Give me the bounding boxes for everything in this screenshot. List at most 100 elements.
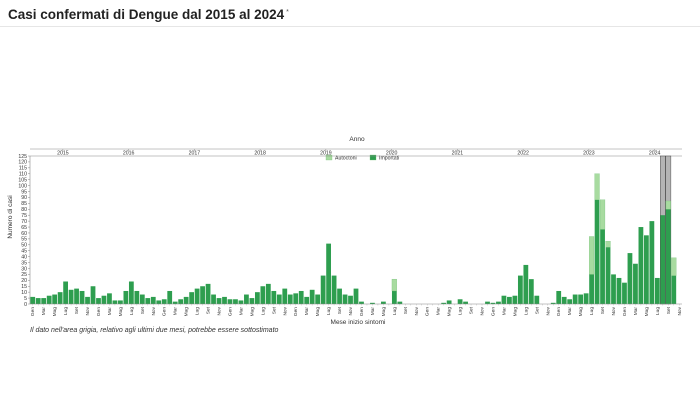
x-tick-label: Set <box>206 306 212 314</box>
bar-importati <box>123 290 129 304</box>
legend-swatch <box>369 154 377 161</box>
bar-importati <box>397 301 403 304</box>
x-tick-label: Lug <box>326 307 332 315</box>
x-tick-label: Nov <box>151 306 157 315</box>
bar-importati <box>101 295 107 304</box>
x-tick-label: Mag <box>447 307 453 317</box>
bar-importati <box>578 294 584 304</box>
bar-autoctoni <box>605 241 611 248</box>
bar-importati <box>254 292 260 304</box>
bar-importati <box>572 294 578 304</box>
x-tick-label: Set <box>534 306 540 314</box>
bar-importati <box>583 293 589 304</box>
y-tick-label: 105 <box>18 177 27 183</box>
x-tick-label: Nov <box>282 306 288 315</box>
x-tick-label: Mag <box>184 307 190 317</box>
y-tick-label: 55 <box>21 237 27 243</box>
y-tick-label: 25 <box>21 272 27 278</box>
x-tick-label: Set <box>337 306 343 314</box>
bar-importati <box>211 294 216 304</box>
bar-importati <box>265 283 271 304</box>
bar-importati <box>353 288 359 304</box>
x-tick-label: Mag <box>578 307 584 317</box>
x-tick-label: Gen <box>359 307 365 316</box>
bar-importati <box>660 215 666 304</box>
y-tick-label: 20 <box>21 278 27 284</box>
y-axis-title: Numero di casi <box>7 195 14 238</box>
bar-importati <box>370 302 375 304</box>
x-tick-label: Lug <box>655 307 661 315</box>
bar-importati <box>287 294 293 304</box>
bar-importati <box>485 301 490 304</box>
bar-importati <box>627 253 633 304</box>
top-axis-label: 2018 <box>254 151 266 157</box>
y-tick-label: 30 <box>21 266 27 272</box>
x-tick-label: Gen <box>425 307 431 316</box>
top-axis-label: 2017 <box>189 151 201 157</box>
bar-importati <box>616 277 622 304</box>
bar-importati <box>441 302 447 304</box>
top-axis-label: 2024 <box>649 151 661 157</box>
x-tick-label: Set <box>74 306 80 314</box>
x-tick-label: Lug <box>129 307 135 315</box>
bar-importati <box>649 221 655 304</box>
bar-importati <box>139 294 145 304</box>
y-tick-label: 0 <box>24 302 27 308</box>
bar-importati <box>561 296 567 304</box>
y-tick-label: 60 <box>21 231 27 237</box>
y-tick-label: 65 <box>21 225 27 231</box>
y-tick-label: 35 <box>21 260 27 266</box>
bar-importati <box>244 294 249 304</box>
bar-importati <box>216 298 222 304</box>
bar-importati <box>611 274 616 304</box>
x-tick-label: Mar <box>41 307 47 316</box>
y-tick-label: 120 <box>18 160 27 166</box>
bar-importati <box>622 282 627 304</box>
x-tick-label: Nov <box>480 306 486 315</box>
x-axis: Gen Mar Mag Lug Set Nov Gen Mar Mag Lug Set Nov Gen M… <box>30 303 683 317</box>
x-tick-label: Mar <box>370 307 376 316</box>
x-tick-label: Lug <box>523 307 529 315</box>
bar-importati <box>638 227 644 304</box>
bar-importati <box>107 293 112 304</box>
bar-importati <box>134 290 140 304</box>
bar-importati <box>381 301 386 304</box>
bar-importati <box>183 296 189 304</box>
bar-importati <box>567 299 573 304</box>
bar-autoctoni <box>391 278 397 292</box>
bar-importati <box>282 288 288 304</box>
bar-autoctoni <box>594 173 600 200</box>
bar-importati <box>271 290 277 304</box>
x-tick-label: Lug <box>589 307 595 315</box>
bar-importati <box>74 288 79 304</box>
bar-importati <box>178 299 184 304</box>
bar-importati <box>523 264 529 304</box>
bar-importati <box>528 279 534 304</box>
x-tick-label: Mar <box>107 307 113 316</box>
bar-importati <box>331 275 337 304</box>
x-tick-label: Set <box>140 306 146 314</box>
bar-importati <box>222 296 227 304</box>
bar-importati <box>298 290 304 304</box>
bar-importati <box>337 288 342 304</box>
top-axis-label: 2016 <box>123 151 135 157</box>
top-axis-title: Anno <box>349 136 365 143</box>
y-tick-label: 40 <box>21 254 27 260</box>
x-tick-label: Mag <box>315 307 321 317</box>
bar-importati <box>249 298 255 304</box>
y-tick-label: 115 <box>19 166 27 172</box>
bar-importati <box>145 298 151 304</box>
bar-importati <box>342 294 348 304</box>
footnote: Il dato nell'area grigia, relativo agli … <box>30 327 279 334</box>
bar-importati <box>30 296 36 304</box>
x-tick-label: Gen <box>556 307 562 316</box>
page-title: Casi confermati di Dengue dal 2015 al 20… <box>8 7 289 22</box>
bar-importati <box>320 275 326 304</box>
x-tick-label: Set <box>666 306 672 314</box>
x-tick-label: Lug <box>195 307 201 315</box>
x-tick-label: Set <box>600 306 606 314</box>
legend-label: Importati <box>379 156 399 162</box>
bar-importati <box>304 296 310 304</box>
y-tick-label: 110 <box>19 172 27 178</box>
x-tick-label: Gen <box>293 307 299 316</box>
